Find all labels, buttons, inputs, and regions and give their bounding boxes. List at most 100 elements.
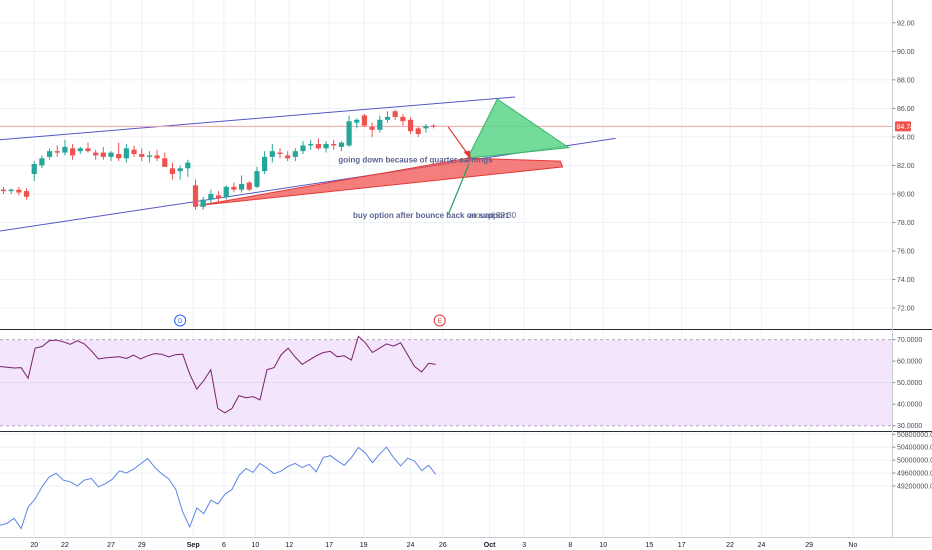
price-y-tick-label: 86.00 (897, 106, 915, 113)
x-tick-label: 24 (758, 542, 766, 549)
rsi-y-tick-label: 40.0000 (897, 402, 922, 409)
candle-body (254, 171, 260, 187)
candle-body (277, 152, 283, 155)
candle-body (192, 185, 199, 207)
volume-y-tick-label: 50800000.0000 (897, 432, 932, 439)
candle-body (331, 144, 337, 146)
x-tick-label: 10 (599, 542, 607, 549)
price-y-tick-label: 84.00 (897, 134, 915, 141)
event-marker-label: E (438, 319, 442, 325)
volume-y-tick-label: 50400000.0000 (897, 445, 932, 452)
rsi-y-tick-label: 60.0000 (897, 359, 922, 366)
price-y-tick-label: 92.00 (897, 20, 915, 27)
candle-body (430, 125, 437, 127)
x-tick-label: Oct (484, 542, 496, 549)
candle-body (407, 119, 414, 132)
candle-body (139, 154, 145, 157)
candle-body (31, 164, 37, 174)
last-price-tag (895, 121, 911, 132)
candle-body (77, 148, 83, 152)
candle-body (0, 189, 7, 192)
rsi-y-tick-label: 70.0000 (897, 337, 922, 344)
annotation-text: going down because of quarter earnings (338, 156, 493, 165)
event-marker (174, 314, 187, 327)
candle-body (208, 193, 214, 200)
candle-body (354, 119, 360, 123)
price-y-tick-label: 82.00 (897, 163, 915, 170)
candle-body (223, 186, 229, 197)
rsi-y-tick-label: 30.0000 (897, 423, 922, 430)
x-tick-label: 6 (222, 542, 226, 549)
candle-body (392, 111, 398, 117)
price-y-tick-label: 74.00 (897, 277, 915, 284)
x-tick-label: 26 (439, 542, 447, 549)
candle-body (146, 155, 153, 157)
event-marker (433, 314, 446, 327)
candle-body (246, 182, 252, 190)
x-tick-label: 27 (107, 542, 115, 549)
x-tick-label: 8 (568, 542, 572, 549)
x-tick-label: 22 (61, 542, 69, 549)
candle-body (400, 116, 406, 122)
x-tick-label: 24 (407, 542, 415, 549)
pane-separators[interactable] (0, 329, 932, 538)
candle-body (231, 186, 237, 190)
x-tick-label: 29 (138, 542, 146, 549)
candlestick-series[interactable] (0, 109, 437, 210)
price-y-tick-label: 72.00 (897, 306, 915, 313)
candle-body (46, 151, 53, 157)
rsi-line (0, 335, 436, 414)
candle-body (323, 144, 329, 149)
candle-body (169, 168, 176, 174)
x-tick-label: 22 (726, 542, 734, 549)
x-tick-label: No (848, 542, 857, 549)
x-tick-label: 19 (360, 542, 368, 549)
price-y-tick-label: 90.00 (897, 49, 915, 56)
candle-body (131, 149, 137, 155)
candle-body (123, 148, 129, 159)
candle-body (93, 152, 99, 156)
candle-body (39, 158, 45, 166)
candle-body (262, 156, 268, 172)
forecast-red-wedge (199, 157, 564, 206)
candle-body (346, 121, 352, 146)
x-tick-label: 3 (522, 542, 526, 549)
candle-body (62, 146, 68, 153)
axes[interactable]: 92.00 90.00 88.00 86.00 84.00 82.00 80.00 78.00… (30, 0, 932, 549)
price-y-tick-label: 88.00 (897, 77, 915, 84)
annotation-text: buy option after bounce back on support (353, 211, 509, 220)
x-tick-label: 17 (325, 542, 333, 549)
candle-body (269, 151, 275, 157)
candle-body (154, 155, 160, 159)
candle-body (100, 152, 106, 157)
volume-y-tick-label: 49200000.0000 (897, 483, 932, 490)
annotation-text: around 82.30 (469, 211, 517, 220)
price-y-tick-label: 78.00 (897, 220, 915, 227)
candle-body (85, 148, 91, 152)
candle-body (200, 199, 206, 207)
x-tick-label: 10 (252, 542, 260, 549)
candle-body (361, 115, 368, 126)
volume-line (0, 446, 437, 530)
volume-series[interactable] (0, 446, 437, 530)
x-tick-label: Sep (187, 542, 200, 549)
candle-body (54, 151, 60, 153)
forecast-green-triangle (466, 98, 571, 159)
x-tick-label: 20 (30, 542, 38, 549)
candle-body (185, 162, 191, 169)
x-tick-label: 17 (678, 542, 686, 549)
candle-body (377, 119, 383, 130)
candle-body (292, 151, 298, 157)
candle-body (300, 145, 306, 152)
volume-y-tick-label: 50000000.0000 (897, 458, 932, 465)
candle-body (423, 126, 429, 129)
rsi-series[interactable] (0, 335, 436, 414)
last-price-label: 84.74 (897, 124, 915, 131)
candle-body (16, 189, 22, 193)
candle-body (238, 183, 245, 190)
grid (0, 0, 892, 536)
rsi-band (0, 339, 892, 427)
candle-body (108, 152, 114, 157)
